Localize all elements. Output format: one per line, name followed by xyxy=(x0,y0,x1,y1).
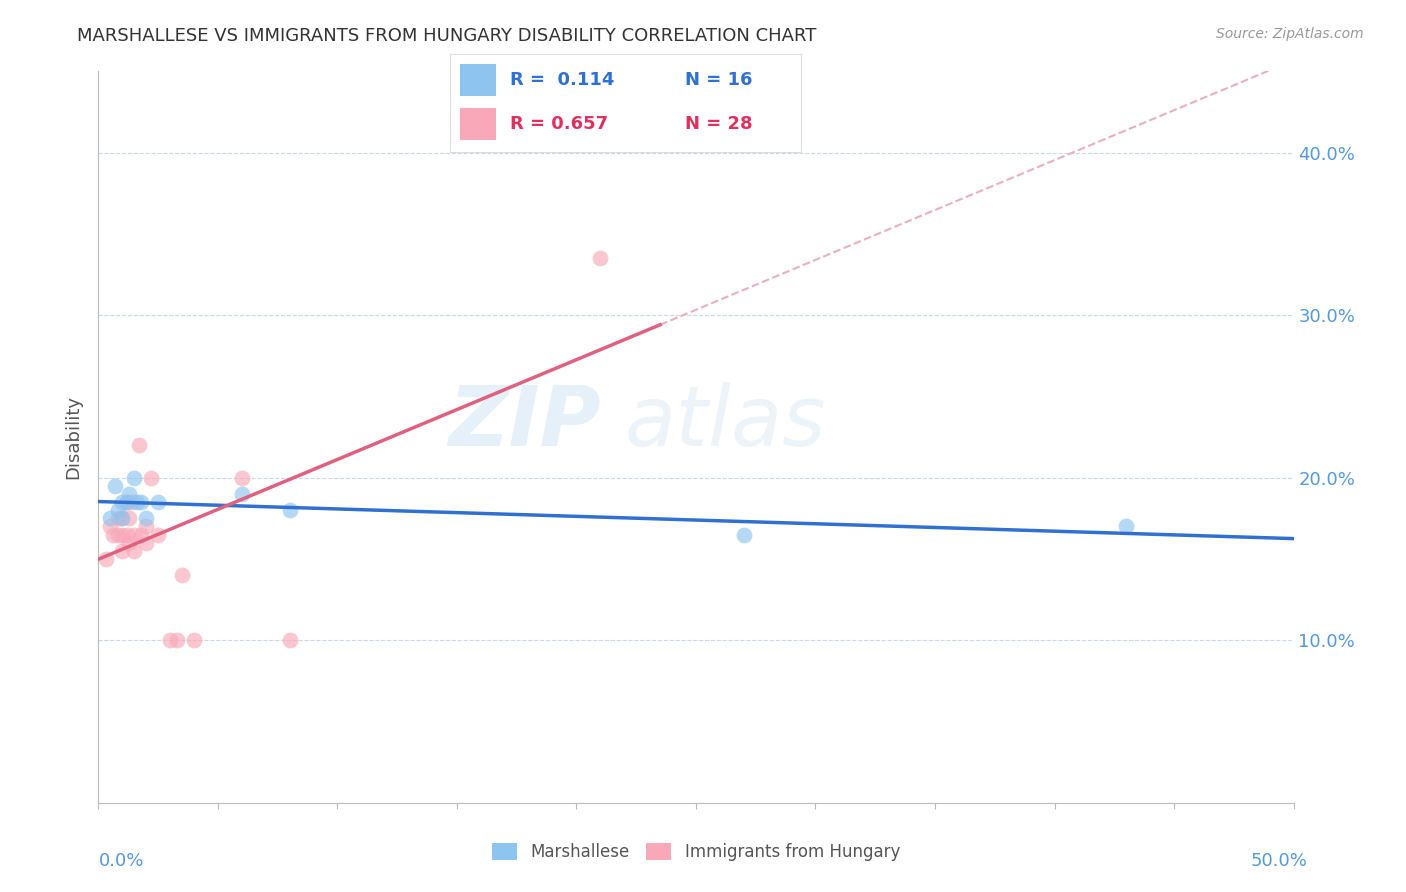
Point xyxy=(148,527,170,541)
Point xyxy=(278,633,301,648)
Point xyxy=(107,527,129,541)
Bar xyxy=(461,64,496,95)
Point xyxy=(111,495,134,509)
Point xyxy=(98,511,122,525)
Point xyxy=(94,552,117,566)
Text: N = 28: N = 28 xyxy=(686,115,754,133)
Point xyxy=(118,511,141,525)
Point xyxy=(124,471,146,485)
Point xyxy=(98,519,122,533)
Text: 50.0%: 50.0% xyxy=(1251,852,1308,870)
Point xyxy=(111,527,134,541)
Text: 0.0%: 0.0% xyxy=(98,852,143,870)
Point xyxy=(231,471,253,485)
Point xyxy=(135,535,157,549)
Text: R = 0.657: R = 0.657 xyxy=(510,115,607,133)
Point xyxy=(589,252,612,266)
Point xyxy=(125,495,148,509)
Point xyxy=(135,519,157,533)
Point xyxy=(115,495,138,509)
Text: MARSHALLESE VS IMMIGRANTS FROM HUNGARY DISABILITY CORRELATION CHART: MARSHALLESE VS IMMIGRANTS FROM HUNGARY D… xyxy=(77,27,817,45)
Legend: Marshallese, Immigrants from Hungary: Marshallese, Immigrants from Hungary xyxy=(485,836,907,868)
Point xyxy=(131,495,153,509)
Point xyxy=(118,487,141,501)
Point xyxy=(121,495,143,509)
Point xyxy=(172,568,194,582)
Point xyxy=(183,633,205,648)
Text: N = 16: N = 16 xyxy=(686,71,754,89)
Point xyxy=(115,527,138,541)
Point xyxy=(733,527,755,541)
Point xyxy=(166,633,188,648)
Point xyxy=(111,511,134,525)
Text: R =  0.114: R = 0.114 xyxy=(510,71,614,89)
Y-axis label: Disability: Disability xyxy=(65,395,83,479)
Point xyxy=(131,527,153,541)
Text: ZIP: ZIP xyxy=(447,382,600,463)
Text: Source: ZipAtlas.com: Source: ZipAtlas.com xyxy=(1216,27,1364,41)
Point xyxy=(135,511,157,525)
Point xyxy=(104,479,127,493)
Bar xyxy=(461,109,496,140)
Point xyxy=(128,438,150,452)
Point xyxy=(124,544,146,558)
Point xyxy=(278,503,301,517)
Point xyxy=(159,633,181,648)
Point xyxy=(111,544,134,558)
Point xyxy=(148,495,170,509)
Point xyxy=(111,511,134,525)
Point xyxy=(118,535,141,549)
Point xyxy=(107,511,129,525)
Point xyxy=(124,527,146,541)
Point xyxy=(231,487,253,501)
Point xyxy=(101,527,124,541)
Point xyxy=(107,503,129,517)
Point xyxy=(115,495,138,509)
Point xyxy=(1115,519,1137,533)
Point xyxy=(139,471,162,485)
Text: atlas: atlas xyxy=(624,382,825,463)
